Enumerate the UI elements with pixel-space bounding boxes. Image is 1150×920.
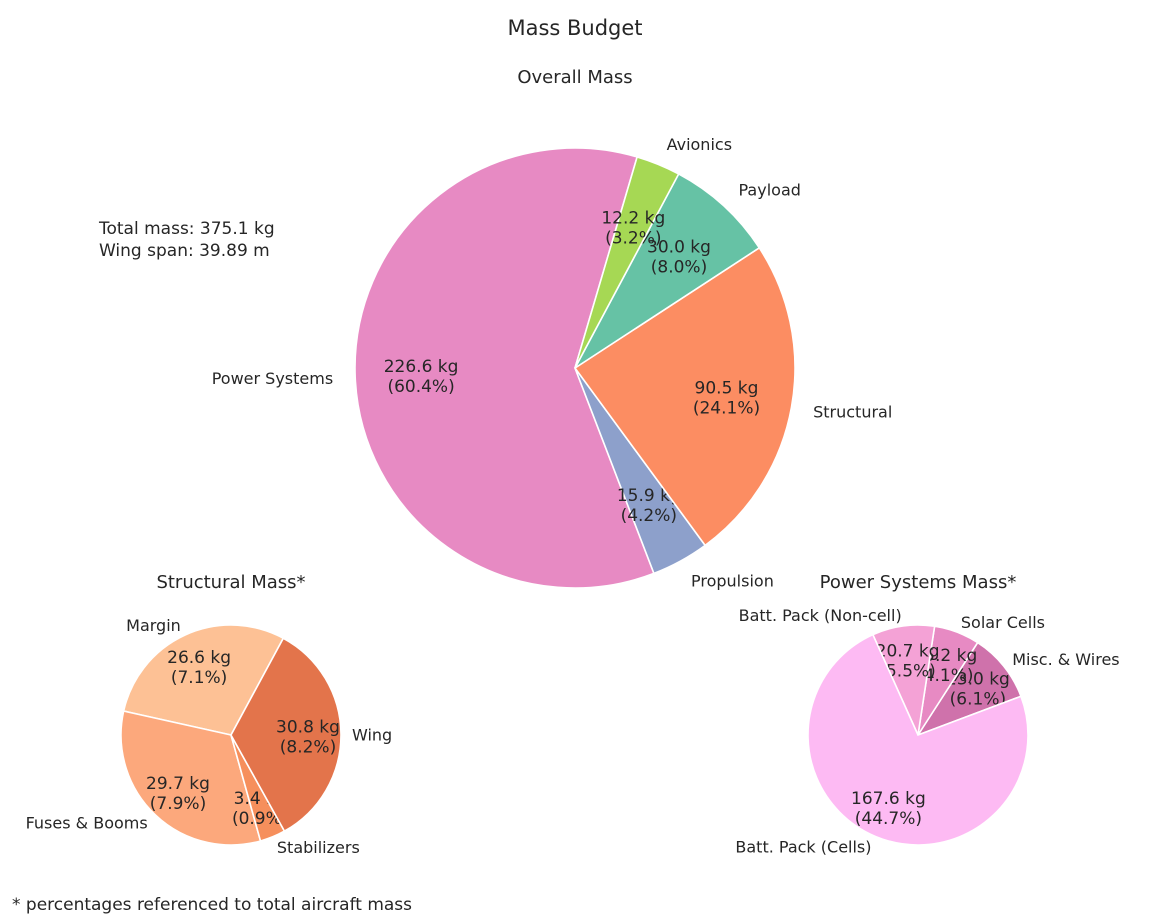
pie-slice-avionics <box>574 155 680 369</box>
slice-percent-payload: (8.0%) <box>651 258 707 278</box>
slice-percent-solar-cells: (4.1%) <box>917 666 973 686</box>
slice-percent-margin: (7.1%) <box>171 668 227 688</box>
power-pie-title: Power Systems Mass* <box>820 572 1017 593</box>
pie-slice-margin <box>122 624 285 736</box>
slice-value-batt-pack-cells: 167.6 kg <box>851 789 926 809</box>
slice-label-stabilizers: Stabilizers <box>277 838 360 857</box>
slice-percent-wing: (8.2%) <box>280 738 336 758</box>
pie-slice-structural <box>573 246 796 547</box>
figure-title: Mass Budget <box>507 16 642 40</box>
slice-label-structural: Structural <box>813 402 892 421</box>
slice-label-avionics: Avionics <box>667 135 732 154</box>
slice-percent-batt-pack-non-cell: (5.5%) <box>879 662 935 682</box>
slice-label-margin: Margin <box>126 616 181 635</box>
slice-value-wing: 30.8 kg <box>276 718 340 738</box>
slice-label-misc-wires: Misc. & Wires <box>1012 650 1119 669</box>
wing-span-text: Wing span: 39.89 m <box>99 241 270 261</box>
slice-percent-fuses-booms: (7.9%) <box>150 794 206 814</box>
slice-value-payload: 30.0 kg <box>647 238 711 258</box>
slice-label-solar-cells: Solar Cells <box>961 613 1045 632</box>
slice-value-margin: 26.6 kg <box>167 648 231 668</box>
slice-value-avionics: 12.2 kg <box>601 209 665 229</box>
slice-label-batt-pack-non-cell: Batt. Pack (Non-cell) <box>739 606 902 625</box>
pie-slice-wing <box>230 637 342 833</box>
slice-label-batt-pack-cells: Batt. Pack (Cells) <box>735 838 871 857</box>
pie-slice-payload <box>574 172 761 369</box>
overall-pie-title: Overall Mass <box>517 67 632 88</box>
slice-value-fuses-booms: 29.7 kg <box>146 774 210 794</box>
slice-percent-power-systems: (60.4%) <box>387 377 454 397</box>
pie-slice-fuses-booms <box>120 710 262 846</box>
pie-slice-misc-wires <box>916 641 1023 737</box>
slice-percent-misc-wires: (6.1%) <box>950 690 1006 710</box>
slice-value-misc-wires: 23.0 kg <box>946 670 1010 690</box>
footnote: * percentages referenced to total aircra… <box>12 895 412 915</box>
total-mass-text: Total mass: 375.1 kg <box>98 219 275 239</box>
slice-value-batt-pack-non-cell: 20.7 kg <box>876 642 940 662</box>
slice-percent-batt-pack-cells: (44.7%) <box>855 809 922 829</box>
structural-pie-title: Structural Mass* <box>156 572 305 593</box>
slice-percent-propulsion: (4.2%) <box>621 506 677 526</box>
pie-slice-batt-pack-cells <box>807 633 1029 846</box>
slice-label-wing: Wing <box>352 725 392 744</box>
slice-label-payload: Payload <box>739 181 801 200</box>
slice-percent-structural: (24.1%) <box>693 399 760 419</box>
pie-slice-power-systems <box>354 147 655 589</box>
slice-label-propulsion: Propulsion <box>691 571 774 590</box>
slice-value-structural: 90.5 kg <box>695 379 759 399</box>
slice-percent-avionics: (3.2%) <box>605 229 661 249</box>
slice-label-power-systems: Power Systems <box>212 369 333 388</box>
slice-value-power-systems: 226.6 kg <box>384 357 459 377</box>
slice-label-fuses-booms: Fuses & Booms <box>26 814 148 833</box>
